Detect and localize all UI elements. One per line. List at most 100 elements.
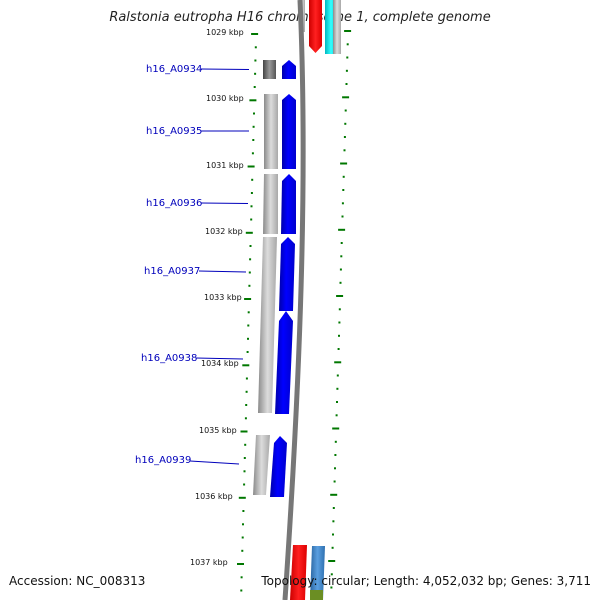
- kbp-minor-tick: [249, 258, 252, 261]
- kbp-minor-tick: [241, 536, 244, 539]
- kbp-label: 1031 kbp: [206, 161, 244, 170]
- outer-track-tick: [332, 507, 335, 509]
- outer-track-tick: [330, 586, 333, 589]
- gene-arrow-a0937[interactable]: [279, 237, 295, 311]
- outer-track-tick: [335, 414, 338, 417]
- gene-label-a0934[interactable]: h16_A0934: [146, 64, 202, 75]
- outer-track-tick: [339, 268, 342, 271]
- kbp-minor-tick: [250, 192, 253, 194]
- kbp-minor-tick: [251, 152, 254, 155]
- kbp-minor-tick: [240, 576, 243, 579]
- kbp-major-tick: [238, 496, 246, 499]
- outer-track-tick: [334, 361, 342, 364]
- kbp-minor-tick: [246, 351, 249, 353]
- outer-track-tick: [330, 493, 338, 496]
- outer-track-tick: [328, 560, 336, 562]
- top-features: [299, 0, 341, 54]
- outer-track-tick: [345, 83, 348, 85]
- outer-track-tick: [338, 321, 341, 324]
- outer-track-tick: [340, 162, 348, 165]
- outer-track-tick: [334, 454, 337, 456]
- kbp-major-tick: [249, 99, 257, 102]
- kbp-minor-tick: [244, 443, 247, 446]
- kbp-minor-tick: [240, 589, 243, 592]
- gene-labels: h16_A0934 h16_A0935 h16_A0936 h16_A0937 …: [135, 64, 250, 466]
- kbp-minor-tick: [244, 417, 247, 420]
- outer-track-tick: [343, 136, 346, 138]
- cds-a0939: [253, 435, 270, 495]
- outer-track-tick: [342, 175, 345, 178]
- kbp-minor-tick: [249, 245, 252, 247]
- kbp-ruler: [237, 33, 259, 592]
- kbp-minor-tick: [245, 377, 248, 380]
- kbp-minor-tick: [242, 523, 244, 526]
- kbp-major-tick: [237, 563, 244, 565]
- gene-label-a0939[interactable]: h16_A0939: [135, 455, 191, 466]
- outer-track-tick: [342, 96, 350, 99]
- kbp-minor-tick: [253, 86, 256, 88]
- outer-track-tick: [346, 56, 349, 59]
- kbp-minor-tick: [242, 510, 245, 512]
- label-line: [195, 357, 244, 360]
- kbp-labels: 1029 kbp 1030 kbp 1031 kbp 1032 kbp 1033…: [190, 28, 244, 567]
- outer-track-tick: [343, 149, 346, 152]
- outer-track-tick: [337, 348, 340, 350]
- kbp-minor-tick: [251, 178, 254, 181]
- kbp-minor-tick: [253, 112, 255, 115]
- kbp-minor-tick: [248, 271, 251, 274]
- genome-backbone: [282, 0, 306, 600]
- gene-arrow-a0934[interactable]: [282, 60, 296, 79]
- gene-arrow-a0935[interactable]: [282, 94, 296, 169]
- gene-label-a0936[interactable]: h16_A0936: [146, 198, 202, 209]
- kbp-minor-tick: [250, 218, 253, 221]
- outer-track-tick: [341, 215, 344, 218]
- cds-a0935: [264, 94, 278, 169]
- outer-track-tick: [336, 295, 344, 297]
- kbp-minor-tick: [245, 404, 248, 406]
- outer-track-tick: [332, 520, 335, 523]
- kbp-minor-tick: [252, 139, 255, 141]
- kbp-label: 1029 kbp: [206, 28, 244, 37]
- gene-track: [270, 60, 296, 497]
- label-line: [198, 270, 247, 273]
- outer-track-tick: [340, 255, 343, 258]
- outer-track-tick: [344, 109, 347, 112]
- label-line: [200, 202, 249, 204]
- outer-track-tick: [338, 308, 341, 311]
- outer-track-tick: [342, 189, 345, 191]
- gene-label-a0938[interactable]: h16_A0938: [141, 353, 197, 364]
- kbp-minor-tick: [247, 337, 249, 340]
- kbp-label: 1035 kbp: [199, 426, 237, 435]
- bottom-red-feature: [290, 545, 307, 600]
- kbp-label: 1033 kbp: [204, 293, 242, 302]
- outer-track-tick: [344, 30, 352, 32]
- kbp-major-tick: [242, 364, 250, 367]
- bottom-olive-feature: [310, 590, 323, 600]
- gene-label-a0937[interactable]: h16_A0937: [144, 266, 200, 277]
- gene-arrow-a0936[interactable]: [281, 174, 296, 234]
- kbp-major-tick: [251, 33, 259, 35]
- gene-arrow-a0938[interactable]: [275, 311, 293, 414]
- gene-label-a0935[interactable]: h16_A0935: [146, 126, 202, 137]
- kbp-major-tick: [245, 231, 253, 234]
- bottom-steelblue-feature: [310, 546, 325, 600]
- outer-tick-track: [328, 30, 352, 589]
- cds-a0936: [263, 174, 278, 234]
- kbp-minor-tick: [247, 324, 250, 327]
- kbp-minor-tick: [252, 125, 255, 128]
- outer-track-tick: [344, 122, 347, 125]
- kbp-label: 1037 kbp: [190, 558, 228, 567]
- kbp-minor-tick: [248, 284, 251, 287]
- accession-text: Accession: NC_008313: [9, 574, 146, 588]
- outer-track-tick: [340, 242, 343, 244]
- outer-track-tick: [332, 533, 334, 536]
- kbp-minor-tick: [241, 549, 244, 552]
- kbp-minor-tick: [243, 483, 246, 486]
- gene-arrow-a0939[interactable]: [270, 436, 287, 497]
- outer-track-tick: [338, 228, 346, 231]
- kbp-label: 1030 kbp: [206, 94, 244, 103]
- outer-track-tick: [332, 427, 340, 430]
- kbp-major-tick: [247, 165, 255, 168]
- kbp-label: 1034 kbp: [201, 359, 239, 368]
- outer-track-tick: [346, 43, 349, 46]
